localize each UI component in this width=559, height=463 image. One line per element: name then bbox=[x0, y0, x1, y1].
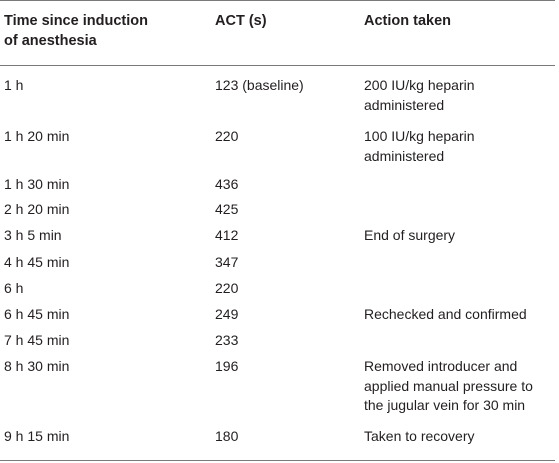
cell-act: 233 bbox=[215, 332, 239, 348]
header-rule bbox=[0, 65, 555, 66]
cell-action-line: the jugular vein for 30 min bbox=[364, 397, 526, 413]
header-time-line-1: Time since induction bbox=[4, 13, 148, 29]
cell-act: 436 bbox=[215, 176, 239, 192]
cell-act: 412 bbox=[215, 227, 239, 243]
cell-act: 180 bbox=[215, 428, 239, 444]
cell-act: 347 bbox=[215, 254, 239, 270]
cell-time: 7 h 45 min bbox=[4, 332, 70, 348]
cell-time: 9 h 15 min bbox=[4, 428, 70, 444]
cell-time: 6 h bbox=[4, 280, 24, 296]
cell-action-line: End of surgery bbox=[364, 227, 456, 243]
cell-action-line: Taken to recovery bbox=[364, 428, 475, 444]
cell-action-line: 200 IU/kg heparin bbox=[364, 77, 475, 93]
cell-action: Rechecked and confirmed bbox=[364, 305, 527, 325]
cell-action-line: administered bbox=[364, 96, 445, 113]
cell-action-line: administered bbox=[364, 147, 445, 164]
cell-act: 123 (baseline) bbox=[215, 77, 304, 93]
cell-time: 2 h 20 min bbox=[4, 201, 70, 217]
top-rule bbox=[0, 0, 555, 1]
bottom-rule bbox=[0, 460, 555, 461]
header-action: Action taken bbox=[364, 13, 452, 29]
cell-time: 1 h 20 min bbox=[4, 128, 70, 144]
cell-act: 249 bbox=[215, 306, 239, 322]
cell-action: 100 IU/kg heparin administered bbox=[364, 127, 475, 166]
cell-time: 6 h 45 min bbox=[4, 306, 70, 322]
cell-action-line: Removed introducer and bbox=[364, 358, 518, 374]
cell-action: End of surgery bbox=[364, 226, 455, 246]
cell-action-line: 100 IU/kg heparin bbox=[364, 128, 475, 144]
cell-act: 220 bbox=[215, 128, 239, 144]
header-time: Time since induction of anesthesia bbox=[4, 11, 148, 51]
cell-time: 3 h 5 min bbox=[4, 227, 62, 243]
cell-action: Removed introducer and applied manual pre… bbox=[364, 357, 533, 416]
header-time-line-2: of anesthesia bbox=[4, 33, 97, 49]
cell-act: 220 bbox=[215, 280, 239, 296]
cell-action-line: Rechecked and confirmed bbox=[364, 306, 527, 322]
cell-action: Taken to recovery bbox=[364, 427, 475, 447]
cell-time: 1 h bbox=[4, 77, 24, 93]
header-act: ACT (s) bbox=[215, 13, 267, 29]
cell-time: 1 h 30 min bbox=[4, 176, 70, 192]
cell-action: 200 IU/kg heparin administered bbox=[364, 76, 475, 115]
cell-action-line: applied manual pressure to bbox=[364, 377, 533, 394]
cell-act: 196 bbox=[215, 358, 239, 374]
cell-time: 4 h 45 min bbox=[4, 254, 70, 270]
cell-time: 8 h 30 min bbox=[4, 358, 70, 374]
cell-act: 425 bbox=[215, 201, 239, 217]
